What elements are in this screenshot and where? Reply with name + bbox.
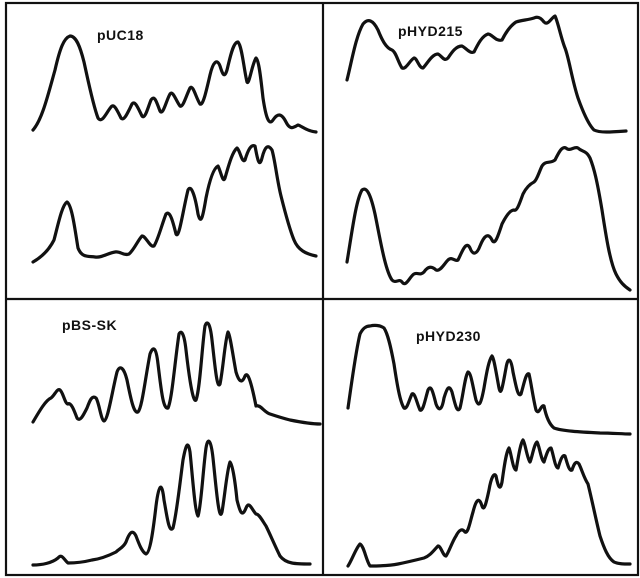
- trace-phyd230-upper: [346, 323, 632, 436]
- trace-pbs-sk-upper: [31, 321, 322, 426]
- panel-top-right: pHYD215: [345, 14, 632, 292]
- trace-puc18-upper: [31, 34, 318, 134]
- trace-phyd215-upper: [345, 14, 628, 134]
- trace-phyd230-lower: [346, 438, 632, 568]
- trace-pbs-sk-lower: [31, 439, 312, 567]
- panel-label-puc18: pUC18: [97, 27, 144, 43]
- panel-label-phyd230: pHYD230: [416, 328, 481, 344]
- panel-bottom-left: pBS-SK: [31, 317, 322, 567]
- panel-bottom-right: pHYD230: [346, 323, 632, 568]
- panel-grid: [4, 1, 640, 577]
- panel-top-left: pUC18: [31, 27, 318, 264]
- trace-puc18-lower: [31, 144, 318, 264]
- panel-label-pbs-sk: pBS-SK: [62, 317, 117, 333]
- panel-label-phyd215: pHYD215: [398, 23, 463, 39]
- trace-phyd215-lower: [345, 145, 632, 292]
